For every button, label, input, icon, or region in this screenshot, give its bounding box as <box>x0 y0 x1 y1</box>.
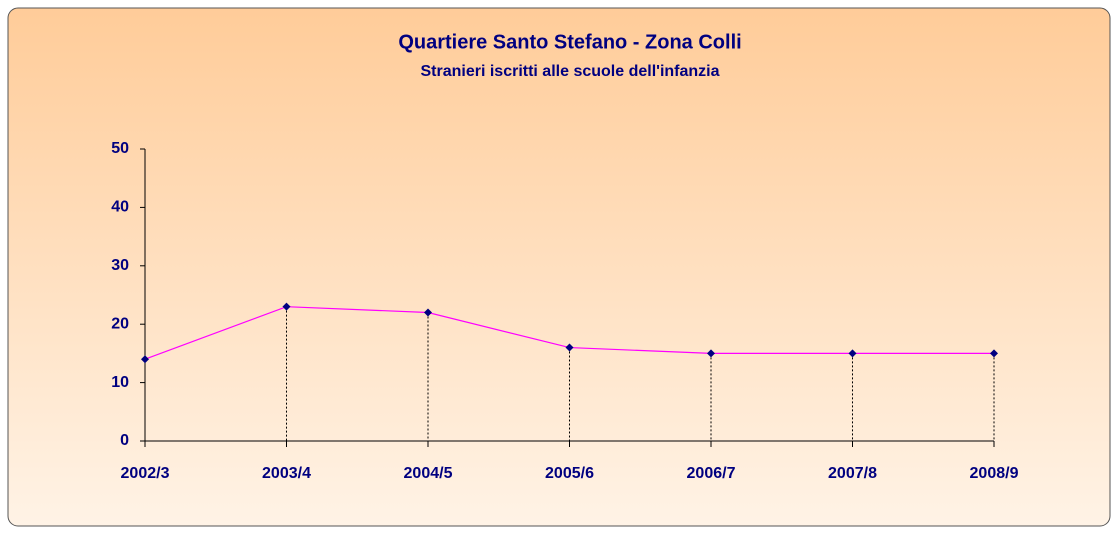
x-tick-label: 2006/7 <box>687 465 736 482</box>
x-tick-label: 2002/3 <box>121 465 170 482</box>
data-point <box>707 349 715 358</box>
data-point <box>990 349 998 358</box>
y-tick-label: 20 <box>111 315 129 332</box>
x-tick-label: 2004/5 <box>404 465 453 482</box>
x-tick-label: 2007/8 <box>828 465 877 482</box>
data-point <box>424 308 432 317</box>
data-point <box>141 355 149 364</box>
x-tick-label: 2005/6 <box>545 465 594 482</box>
data-point <box>565 343 574 352</box>
data-point <box>848 349 857 358</box>
x-tick-label: 2003/4 <box>262 465 311 482</box>
chart-subtitle: Stranieri iscritti alle scuole dell'infa… <box>420 63 719 80</box>
y-tick-label: 50 <box>111 140 129 157</box>
y-tick-label: 40 <box>111 199 129 216</box>
y-tick-label: 10 <box>111 374 129 391</box>
y-tick-label: 30 <box>111 257 129 274</box>
y-tick-label: 0 <box>120 432 129 449</box>
chart-frame <box>7 7 1111 527</box>
data-point <box>282 302 291 311</box>
chart-title: Quartiere Santo Stefano - Zona Colli <box>398 31 741 53</box>
x-tick-label: 2008/9 <box>970 465 1019 482</box>
